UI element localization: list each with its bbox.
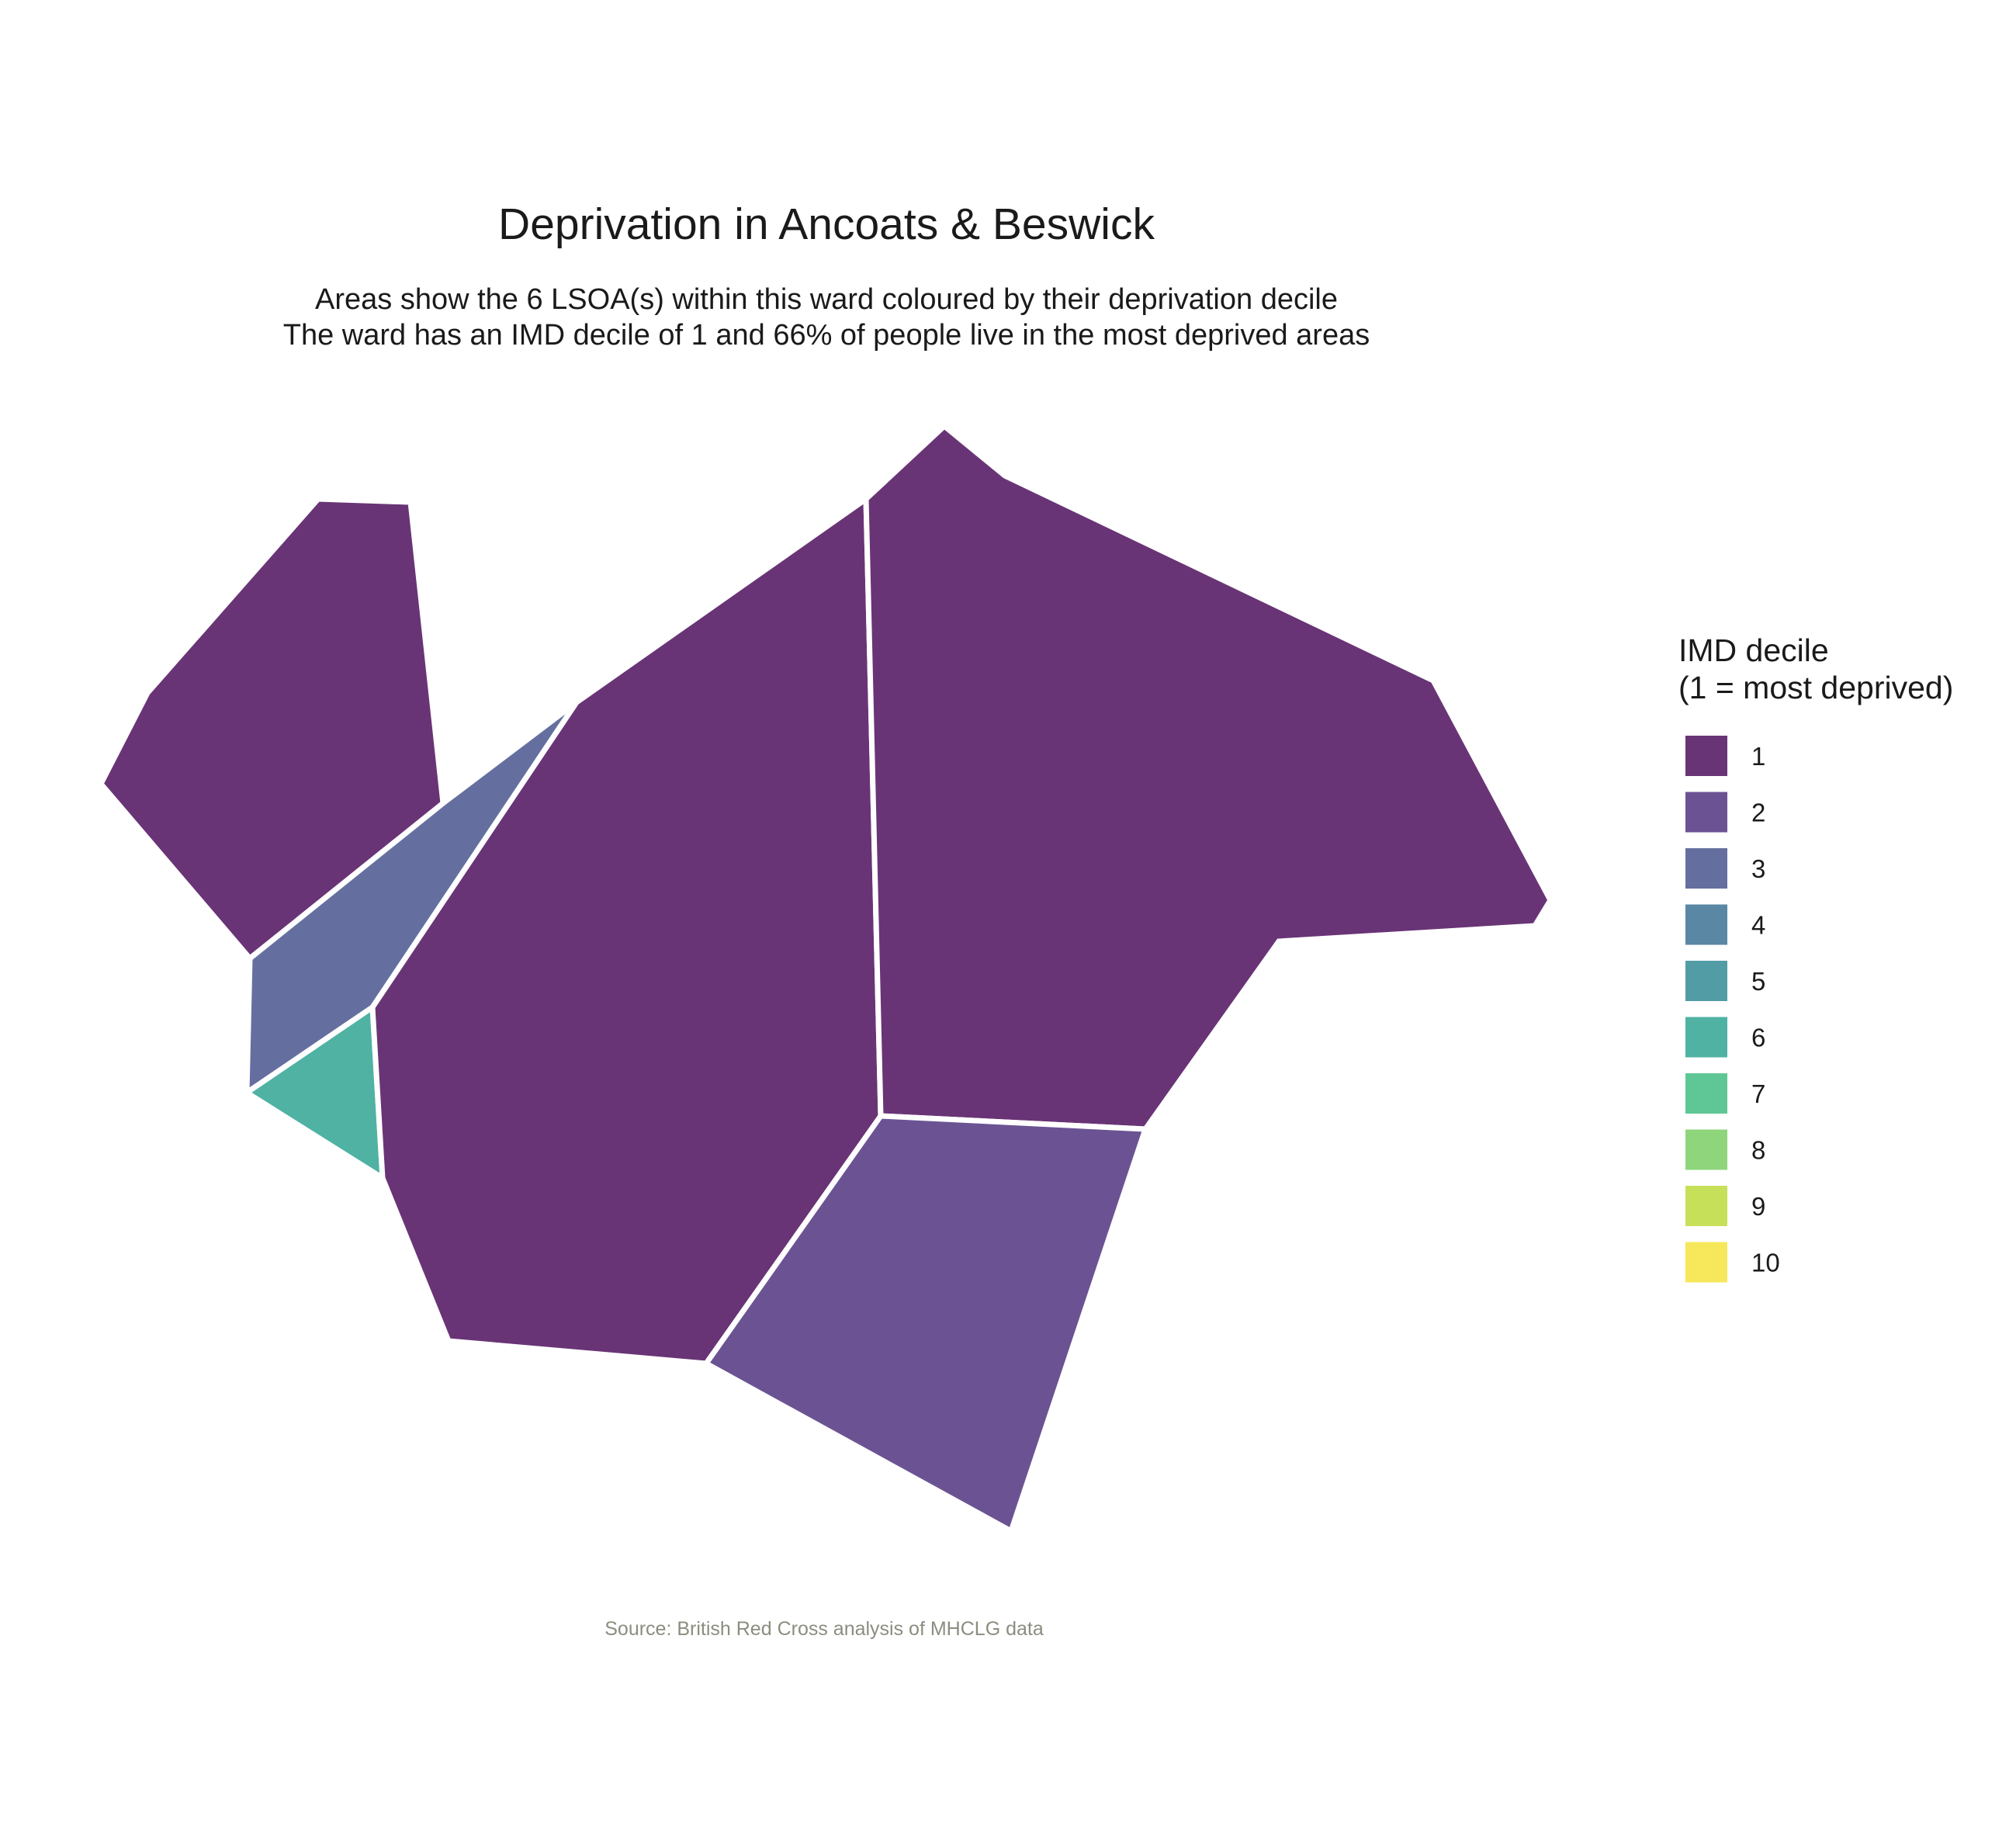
map-title: Deprivation in Ancoats & Beswick bbox=[498, 199, 1155, 249]
legend-label-6: 6 bbox=[1751, 1024, 1765, 1052]
source-caption: Source: British Red Cross analysis of MH… bbox=[604, 1618, 1044, 1640]
legend-key-9 bbox=[1685, 1186, 1727, 1226]
lsoa-east[interactable] bbox=[863, 422, 1554, 1132]
legend-key-1 bbox=[1685, 736, 1727, 776]
legend-items: 1 2 3 4 5 6 7 8 9 10 bbox=[1685, 736, 1780, 1283]
legend-key-6 bbox=[1685, 1017, 1727, 1058]
legend-label-8: 8 bbox=[1751, 1136, 1765, 1165]
legend-key-10 bbox=[1685, 1242, 1727, 1283]
legend-label-3: 3 bbox=[1751, 854, 1765, 883]
legend-key-8 bbox=[1685, 1129, 1727, 1170]
legend-key-7 bbox=[1685, 1073, 1727, 1114]
map-areas bbox=[97, 422, 1554, 1536]
legend-title-line-1: IMD decile bbox=[1678, 632, 1829, 668]
legend-key-3 bbox=[1685, 848, 1727, 889]
legend-key-2 bbox=[1685, 792, 1727, 833]
legend-label-9: 9 bbox=[1751, 1192, 1765, 1221]
legend-key-4 bbox=[1685, 904, 1727, 945]
legend-label-10: 10 bbox=[1751, 1249, 1780, 1277]
lsoa-south[interactable] bbox=[701, 1113, 1149, 1536]
legend-label-1: 1 bbox=[1751, 742, 1765, 771]
legend: IMD decile (1 = most deprived) 1 2 3 4 5 6 7 8 9… bbox=[1678, 632, 1953, 1283]
legend-label-2: 2 bbox=[1751, 799, 1765, 827]
map-subtitle-line-1: Areas show the 6 LSOA(s) within this war… bbox=[315, 283, 1338, 316]
legend-key-5 bbox=[1685, 961, 1727, 1001]
legend-label-7: 7 bbox=[1751, 1079, 1765, 1108]
map-subtitle-line-2: The ward has an IMD decile of 1 and 66% … bbox=[283, 319, 1370, 352]
legend-label-4: 4 bbox=[1751, 911, 1765, 940]
legend-label-5: 5 bbox=[1751, 967, 1765, 996]
legend-title-line-2: (1 = most deprived) bbox=[1678, 670, 1953, 705]
